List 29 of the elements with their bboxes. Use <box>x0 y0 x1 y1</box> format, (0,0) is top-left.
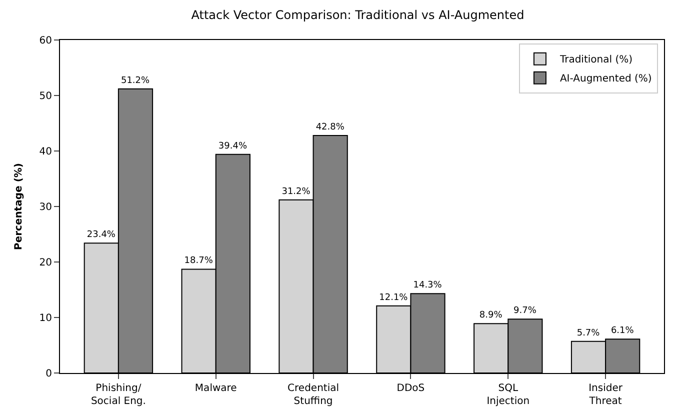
legend-label: AI-Augmented (%) <box>560 74 652 85</box>
data-label: 6.1% <box>610 326 634 336</box>
chart-title: Attack Vector Comparison: Traditional vs AI-Augmented <box>191 8 524 22</box>
y-tick-label: 30 <box>39 202 52 213</box>
data-label: 12.1% <box>379 292 408 303</box>
x-tick-label: Insider Threat <box>588 383 624 407</box>
data-label: 9.7% <box>514 306 537 316</box>
x-tick-label: Malware <box>194 383 237 394</box>
data-label: 31.2% <box>282 186 311 197</box>
data-label: 39.4% <box>218 141 248 152</box>
x-tick-label: Phishing/ Social Eng. <box>90 383 146 407</box>
x-tick-label: SQL Injection <box>486 383 530 407</box>
y-tick-label: 50 <box>39 91 52 102</box>
y-tick-label: 0 <box>46 368 52 380</box>
y-tick-label: 60 <box>39 36 52 46</box>
x-tick-label: DDoS <box>396 383 425 394</box>
data-label: 23.4% <box>86 230 116 240</box>
y-tick-label: 20 <box>39 258 52 268</box>
data-label: 8.9% <box>479 310 503 321</box>
data-label: 18.7% <box>184 256 214 266</box>
y-axis-title: Percentage (%) <box>13 163 24 250</box>
x-tick-label: Credential Stuffing <box>288 383 340 407</box>
y-tick-label: 40 <box>39 146 52 158</box>
data-label: 5.7% <box>576 328 600 338</box>
legend-label: Traditional (%) <box>558 54 633 66</box>
data-label: 14.3% <box>413 280 442 291</box>
data-label: 51.2% <box>120 76 150 86</box>
y-tick-label: 10 <box>39 313 52 324</box>
data-label: 42.8% <box>316 122 345 132</box>
